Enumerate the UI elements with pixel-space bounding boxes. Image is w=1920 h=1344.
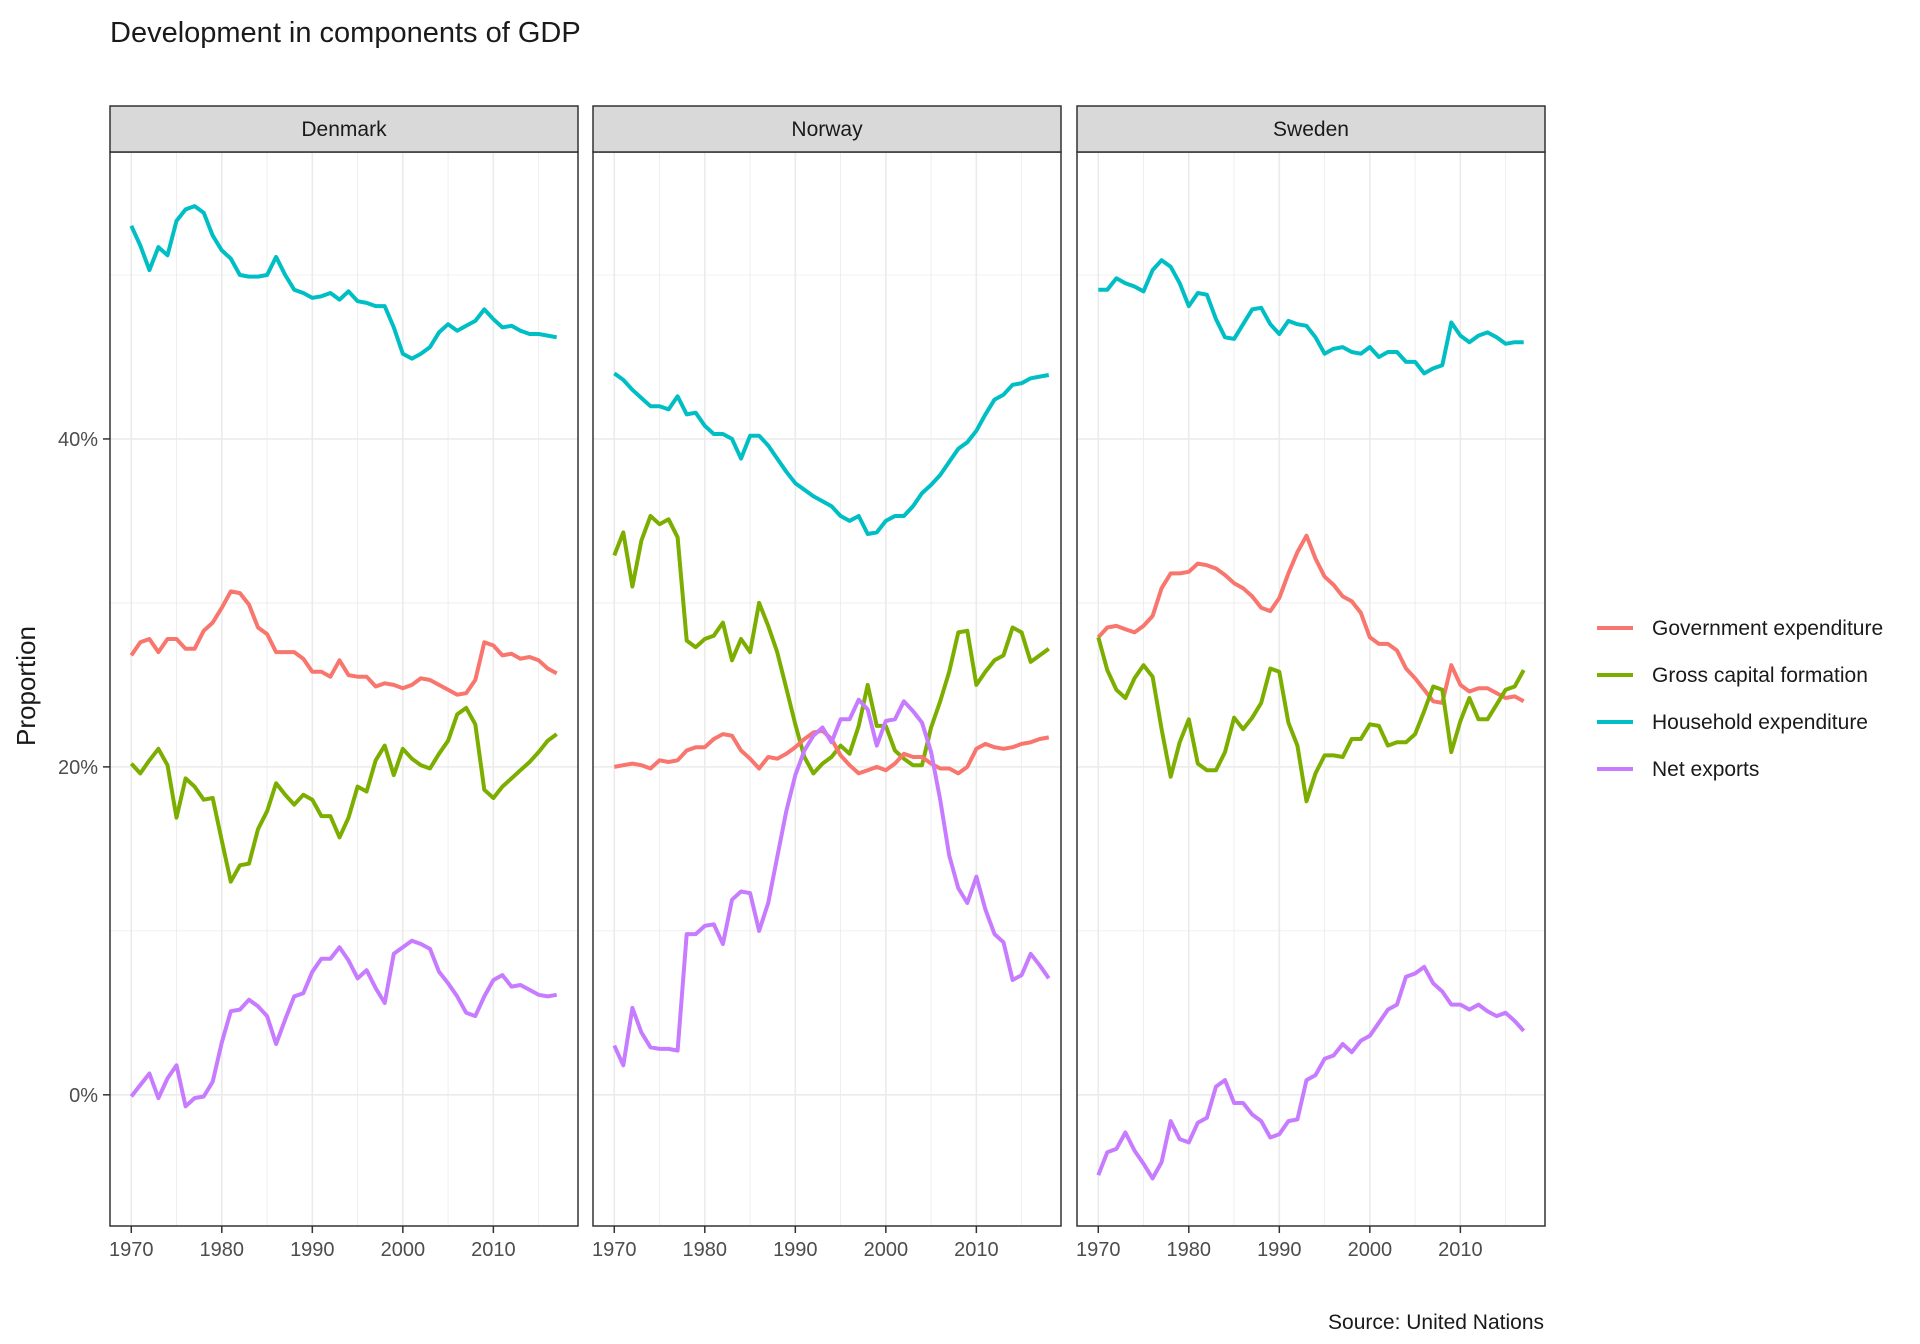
series-line-government — [129, 589, 558, 697]
x-tick-label: 2000 — [864, 1239, 909, 1261]
x-tick-label: 1970 — [1076, 1239, 1121, 1261]
x-tick-label: 2010 — [471, 1239, 516, 1261]
series-line-government — [1096, 533, 1525, 705]
series-line-capital — [1096, 636, 1526, 804]
panel-background — [593, 152, 1061, 1226]
series-line-exports — [612, 697, 1051, 1068]
legend-label: Household expenditure — [1652, 711, 1868, 734]
series-line-household — [613, 371, 1050, 536]
facet-strip — [592, 105, 1062, 153]
x-tick-label: 1980 — [200, 1239, 245, 1261]
x-tick-label: 2010 — [1438, 1239, 1483, 1261]
legend-item-government: Government expenditure — [1597, 617, 1883, 640]
y-tick-label: 0% — [69, 1085, 98, 1107]
legend-label: Gross capital formation — [1652, 664, 1868, 687]
series-line-household — [1098, 258, 1524, 376]
series-line-capital — [129, 705, 558, 884]
legend-item-household: Household expenditure — [1597, 711, 1868, 734]
x-tick-label: 2010 — [954, 1239, 999, 1261]
series-line-exports — [1096, 964, 1526, 1181]
legend-label: Government expenditure — [1652, 617, 1883, 640]
series-line-exports — [129, 938, 558, 1109]
facet-strip-label: Norway — [791, 118, 863, 141]
panel-background — [110, 152, 578, 1226]
facet-strip-label: Sweden — [1273, 118, 1349, 141]
x-tick-label: 1970 — [109, 1239, 154, 1261]
panel-sweden: Sweden 1970 1980 1990 2000 2010 — [1076, 105, 1546, 1261]
panel-denmark: Denmark 1970 1980 1990 2000 2010 — [109, 105, 579, 1261]
series-line-household — [129, 204, 558, 361]
x-tick-label: 1980 — [683, 1239, 728, 1261]
y-axis: 0% 20% 40% — [58, 429, 110, 1107]
caption: Source: United Nations — [1328, 1311, 1544, 1334]
x-tick-label: 1990 — [290, 1239, 335, 1261]
legend-label: Net exports — [1652, 758, 1759, 781]
y-tick-label: 20% — [58, 757, 98, 779]
y-tick-label: 40% — [58, 429, 98, 451]
legend-item-capital: Gross capital formation — [1597, 664, 1868, 687]
facet-strip — [1076, 105, 1546, 153]
x-tick-label: 1980 — [1167, 1239, 1212, 1261]
x-tick-label: 1990 — [1257, 1239, 1302, 1261]
panel-norway: Norway 1970 1980 1990 2000 2010 — [592, 105, 1062, 1261]
x-tick-label: 1990 — [773, 1239, 818, 1261]
legend: Government expenditure Gross capital form… — [1597, 617, 1883, 781]
facet-panels: Denmark 1970 1980 1990 2000 2010 Norway 1970 198… — [109, 105, 1546, 1261]
y-axis-title: Proportion — [11, 626, 41, 746]
x-tick-label: 2000 — [1348, 1239, 1393, 1261]
series-line-capital — [612, 514, 1050, 776]
legend-item-exports: Net exports — [1597, 758, 1759, 781]
facet-strip — [109, 105, 579, 153]
facet-strip-label: Denmark — [301, 118, 387, 141]
chart-title: Development in components of GDP — [110, 17, 581, 49]
x-tick-label: 1970 — [592, 1239, 637, 1261]
x-tick-label: 2000 — [381, 1239, 426, 1261]
